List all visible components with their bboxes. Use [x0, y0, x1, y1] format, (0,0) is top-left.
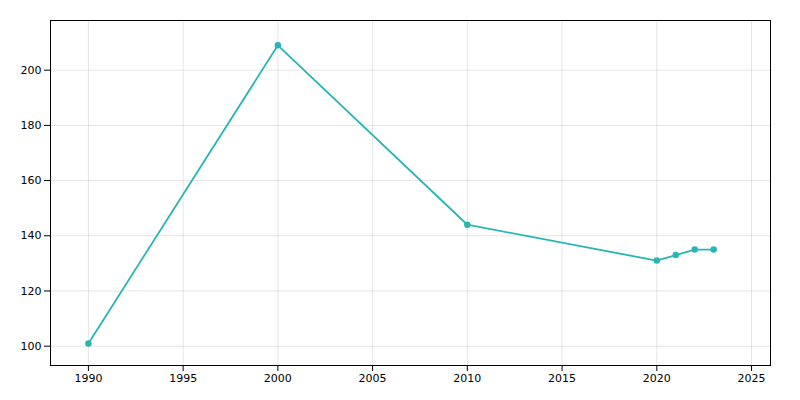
svg-text:180: 180 [21, 119, 42, 132]
svg-text:2000: 2000 [264, 372, 292, 385]
svg-text:120: 120 [21, 285, 42, 298]
svg-text:140: 140 [21, 229, 42, 242]
svg-text:2010: 2010 [453, 372, 481, 385]
svg-text:2020: 2020 [643, 372, 671, 385]
svg-text:1990: 1990 [74, 372, 102, 385]
svg-text:160: 160 [21, 174, 42, 187]
svg-text:200: 200 [21, 64, 42, 77]
svg-text:2025: 2025 [738, 372, 766, 385]
svg-text:100: 100 [21, 340, 42, 353]
svg-text:2015: 2015 [548, 372, 576, 385]
svg-text:2005: 2005 [359, 372, 387, 385]
svg-text:1995: 1995 [169, 372, 197, 385]
